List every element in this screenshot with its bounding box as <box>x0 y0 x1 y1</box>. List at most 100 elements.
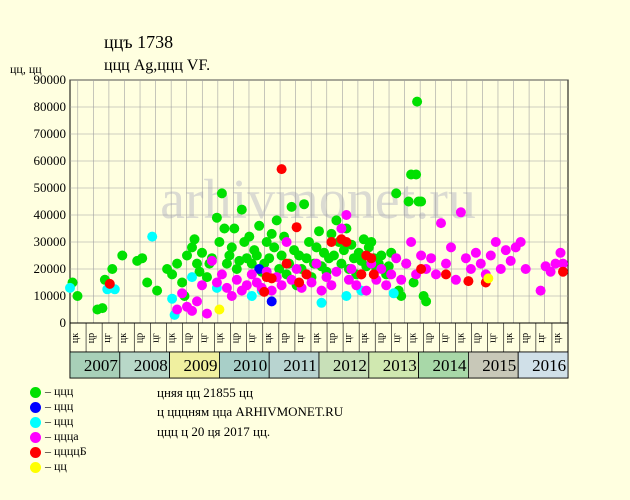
data-point <box>408 277 419 288</box>
data-point <box>416 264 427 274</box>
data-point <box>261 237 272 247</box>
y-tick-label: 30000 <box>34 234 67 249</box>
quarter-label: цк <box>504 333 515 343</box>
data-point <box>241 280 252 291</box>
grid <box>69 79 569 324</box>
year-label: 2013 <box>383 356 417 375</box>
data-point <box>361 285 372 296</box>
quarter-label: цг <box>150 333 161 342</box>
data-point <box>381 280 392 291</box>
data-point <box>251 250 262 261</box>
data-point <box>341 210 352 220</box>
data-point <box>72 291 83 301</box>
data-point <box>266 273 277 284</box>
year-label: 2011 <box>283 356 316 375</box>
quarter-label: цр <box>279 333 290 343</box>
data-point <box>331 215 342 226</box>
legend-label: – ццц <box>45 399 74 413</box>
data-point <box>104 278 115 289</box>
data-point <box>326 228 337 239</box>
data-point <box>411 169 422 180</box>
data-point <box>386 269 397 280</box>
data-point <box>343 274 354 285</box>
data-point <box>326 237 337 247</box>
data-point <box>311 242 322 253</box>
quarter-label: цк <box>263 333 274 343</box>
quarter-label: цк <box>456 333 467 343</box>
data-point <box>229 223 240 234</box>
data-point <box>189 234 200 245</box>
data-point <box>246 291 257 301</box>
data-point <box>321 272 332 283</box>
year-label: 2012 <box>333 356 367 375</box>
note-date: ццц ц 20 ця 2017 цц. <box>157 424 271 439</box>
data-point <box>281 237 292 247</box>
year-cell <box>318 351 370 379</box>
data-point <box>366 253 377 264</box>
data-point <box>246 258 257 269</box>
legend-label: – ццца <box>45 429 79 443</box>
quarter-label: цг <box>488 333 499 342</box>
data-point <box>202 308 212 319</box>
data-point <box>416 250 427 261</box>
data-point <box>226 242 237 253</box>
data-point <box>211 277 222 288</box>
data-point <box>276 250 287 261</box>
legend-item: – ццц <box>30 384 73 399</box>
data-point <box>391 188 402 199</box>
legend-label: – ццццБ <box>45 444 87 458</box>
quarter-label: цк <box>118 333 129 343</box>
legend-item: – ццц <box>30 399 73 414</box>
data-point <box>226 291 237 301</box>
data-point <box>463 276 474 287</box>
data-point <box>436 218 446 229</box>
data-point <box>291 264 302 274</box>
data-point <box>346 264 357 274</box>
data-point <box>177 277 188 288</box>
year-label: 2009 <box>184 356 218 375</box>
data-point <box>281 258 292 269</box>
data-point <box>331 266 342 277</box>
data-point <box>182 250 192 261</box>
quarter-label: цк <box>407 333 418 343</box>
data-point <box>299 199 310 210</box>
data-point <box>152 285 163 296</box>
data-point <box>338 245 349 256</box>
data-point <box>368 269 379 280</box>
data-point <box>366 237 377 247</box>
quarter-label: цг <box>391 333 402 342</box>
data-point <box>341 237 352 247</box>
data-point <box>216 269 227 280</box>
legend-item: – ццццБ <box>30 444 87 459</box>
data-point <box>495 264 506 274</box>
y-tick-label: 70000 <box>34 126 67 141</box>
data-point <box>396 291 407 301</box>
data-point <box>286 201 297 212</box>
data-point <box>460 253 471 264</box>
data-point <box>500 245 511 256</box>
data-point <box>450 274 461 285</box>
data-point <box>406 237 417 247</box>
legend-label: – ццц <box>45 384 74 398</box>
data-point <box>137 253 148 264</box>
data-point <box>441 258 451 269</box>
quarter-label: цк <box>359 333 370 343</box>
data-point <box>306 277 317 288</box>
data-point <box>314 226 324 237</box>
data-point <box>351 280 362 291</box>
legend-label: – ццц <box>45 414 74 428</box>
data-point <box>266 296 277 307</box>
data-point <box>276 164 287 175</box>
data-point <box>221 258 232 269</box>
year-cell <box>467 351 519 379</box>
legend-item: – ццца <box>30 429 79 444</box>
quarter-label: цг <box>247 333 258 342</box>
data-point <box>550 258 561 269</box>
y-tick-label: 90000 <box>34 72 67 87</box>
data-point <box>224 250 235 261</box>
y-tick-label: 50000 <box>34 180 67 195</box>
year-cell <box>218 351 270 379</box>
quarter-label: цр <box>182 333 193 343</box>
data-point <box>455 207 466 218</box>
